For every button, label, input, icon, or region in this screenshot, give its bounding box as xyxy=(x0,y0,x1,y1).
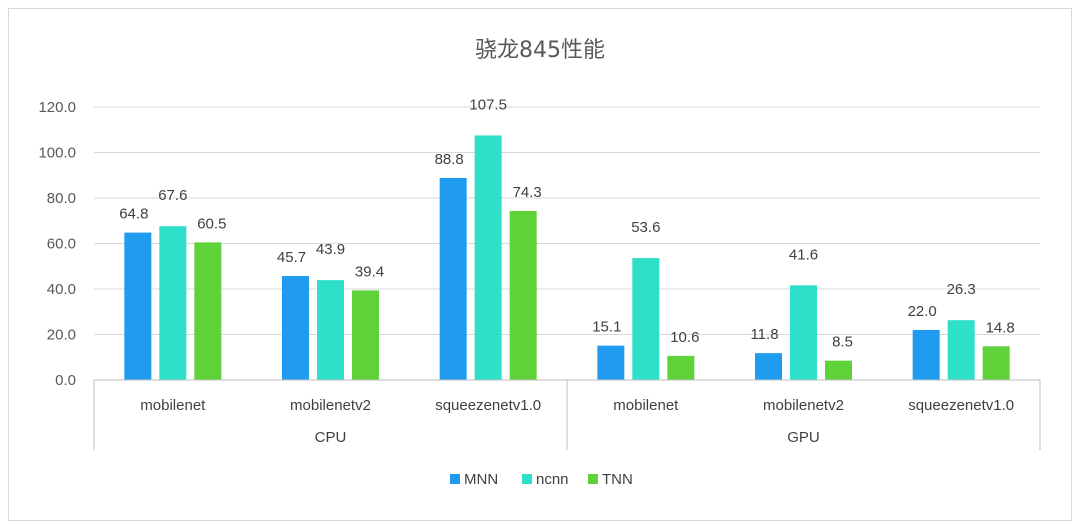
data-label: 39.4 xyxy=(355,263,384,280)
bar-ncnn xyxy=(790,285,817,380)
data-label: 107.5 xyxy=(469,96,507,113)
y-tick-label: 40.0 xyxy=(47,281,76,298)
data-label: 8.5 xyxy=(832,334,853,351)
legend-swatch-mnn xyxy=(450,474,460,484)
bar-ncnn xyxy=(159,226,187,380)
legend-label-ncnn: ncnn xyxy=(536,471,569,488)
x-category-label: mobilenet xyxy=(140,397,206,414)
data-label: 64.8 xyxy=(119,206,148,223)
data-label: 43.9 xyxy=(316,241,345,258)
data-label: 41.6 xyxy=(789,246,818,263)
bar-mnn xyxy=(597,345,625,380)
chart-title: 骁龙845性能 xyxy=(475,38,605,63)
bar-mnn xyxy=(282,276,309,380)
data-label: 60.5 xyxy=(197,215,226,232)
bar-tnn xyxy=(352,290,379,380)
bar-ncnn xyxy=(317,280,344,380)
bar-tnn xyxy=(509,210,537,380)
bar-tnn xyxy=(194,242,222,380)
bar-ncnn xyxy=(632,258,660,380)
data-label: 14.8 xyxy=(986,319,1015,336)
bar-mnn xyxy=(755,353,782,380)
x-category-label: mobilenetv2 xyxy=(290,397,371,414)
x-group-label: CPU xyxy=(315,429,347,446)
gridlines xyxy=(94,106,1040,335)
legend: MNN ncnn TNN xyxy=(450,471,633,488)
y-tick-label: 60.0 xyxy=(47,236,76,253)
bar-mnn xyxy=(912,329,940,380)
x-category-label: squeezenetv1.0 xyxy=(908,397,1014,414)
data-label: 53.6 xyxy=(631,219,660,236)
data-label: 11.8 xyxy=(750,326,778,343)
bar-mnn xyxy=(439,177,467,380)
bar-tnn xyxy=(982,346,1010,380)
data-label: 74.3 xyxy=(513,184,542,201)
x-group-label: GPU xyxy=(787,429,820,446)
bar-tnn xyxy=(667,355,695,380)
y-tick-label: 120.0 xyxy=(38,99,76,116)
data-labels: 64.8 45.7 88.8 15.1 11.8 22.0 67.6 43.9 107.5 53.… xyxy=(119,96,1015,350)
legend-label-tnn: TNN xyxy=(602,471,633,488)
x-category-label: mobilenet xyxy=(613,397,679,414)
bar-tnn xyxy=(825,360,852,380)
bars xyxy=(124,135,1010,380)
y-axis-ticks: 0.0 20.0 40.0 60.0 80.0 100.0 120.0 xyxy=(38,99,76,389)
x-axis: mobilenet mobilenetv2 squeezenetv1.0 mobile… xyxy=(93,379,1041,450)
x-category-label: mobilenetv2 xyxy=(763,397,844,414)
data-label: 22.0 xyxy=(908,303,937,320)
y-tick-label: 100.0 xyxy=(38,145,76,162)
data-label: 26.3 xyxy=(947,281,976,298)
x-category-label: squeezenetv1.0 xyxy=(435,397,541,414)
data-label: 10.6 xyxy=(670,329,699,346)
legend-label-mnn: MNN xyxy=(464,471,498,488)
y-tick-label: 80.0 xyxy=(47,190,76,207)
data-label: 88.8 xyxy=(435,151,464,168)
legend-swatch-tnn xyxy=(588,474,598,484)
data-label: 67.6 xyxy=(158,187,187,204)
bar-ncnn xyxy=(474,135,502,380)
legend-swatch-ncnn xyxy=(522,474,532,484)
data-label: 45.7 xyxy=(277,249,306,266)
bar-mnn xyxy=(124,232,152,380)
bar-ncnn xyxy=(947,320,975,380)
data-label: 15.1 xyxy=(592,319,621,336)
y-tick-label: 0.0 xyxy=(55,372,76,389)
y-tick-label: 20.0 xyxy=(47,327,76,344)
